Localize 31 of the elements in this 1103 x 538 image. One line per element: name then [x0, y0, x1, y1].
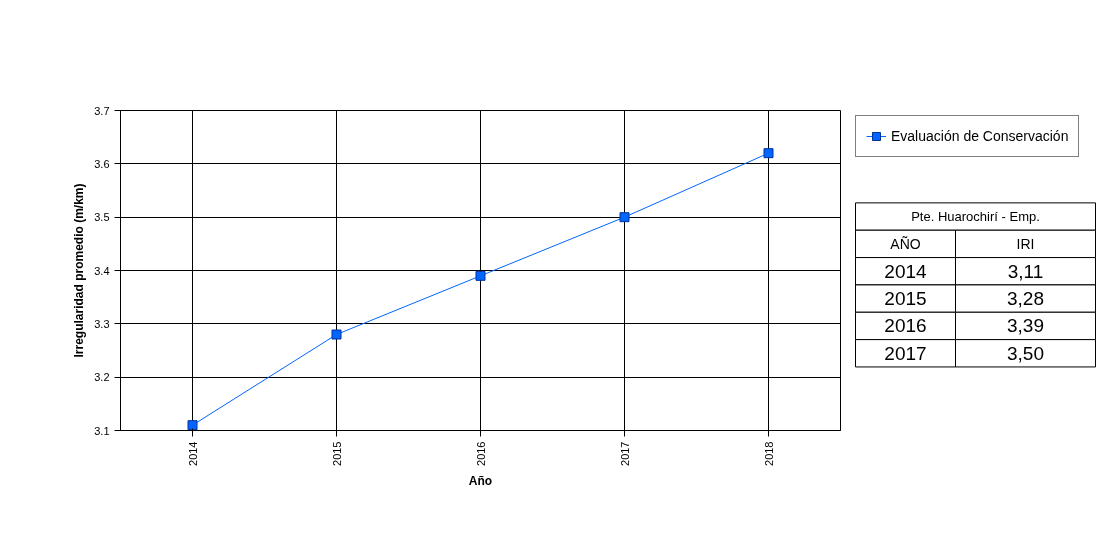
x-axis-title: Año: [468, 473, 493, 488]
text: 2015: [884, 288, 927, 310]
x-tick-label: 2015: [330, 441, 343, 466]
x-tick-label: 2016: [474, 441, 487, 466]
point: [475, 270, 486, 281]
y-tick-label: 3.7: [94, 104, 110, 117]
text: 2014: [884, 260, 928, 282]
y-axis-title: Irregularidad promedio (m/km): [72, 183, 87, 358]
point: [619, 212, 630, 223]
y-tick-label: 3.6: [94, 157, 110, 170]
x-tick-label: 2014: [186, 441, 199, 466]
point: [763, 148, 774, 159]
x-tick-label: 2018: [762, 441, 775, 466]
y-tick-label: 3.2: [94, 371, 110, 384]
text: 2016: [884, 315, 927, 337]
point: [331, 329, 342, 340]
y-tick-label: 3.3: [94, 317, 110, 330]
text: 3,28: [1007, 288, 1044, 310]
legend-label: Evaluación de Conservación: [891, 128, 1069, 144]
text: IRI: [1016, 235, 1035, 252]
text: Pte. Huarochirí - Emp.: [911, 209, 1040, 225]
y-tick-label: 3.4: [94, 264, 110, 277]
text: 2017: [884, 342, 927, 364]
text: 3,50: [1007, 342, 1044, 364]
text: 3,39: [1007, 315, 1044, 337]
text: AÑO: [890, 235, 921, 252]
x-tick-label: 2017: [618, 441, 631, 466]
y-tick-label: 3.1: [94, 424, 110, 437]
y-tick-label: 3.5: [94, 211, 110, 224]
text: 3,11: [1007, 260, 1044, 282]
point: [187, 420, 198, 431]
